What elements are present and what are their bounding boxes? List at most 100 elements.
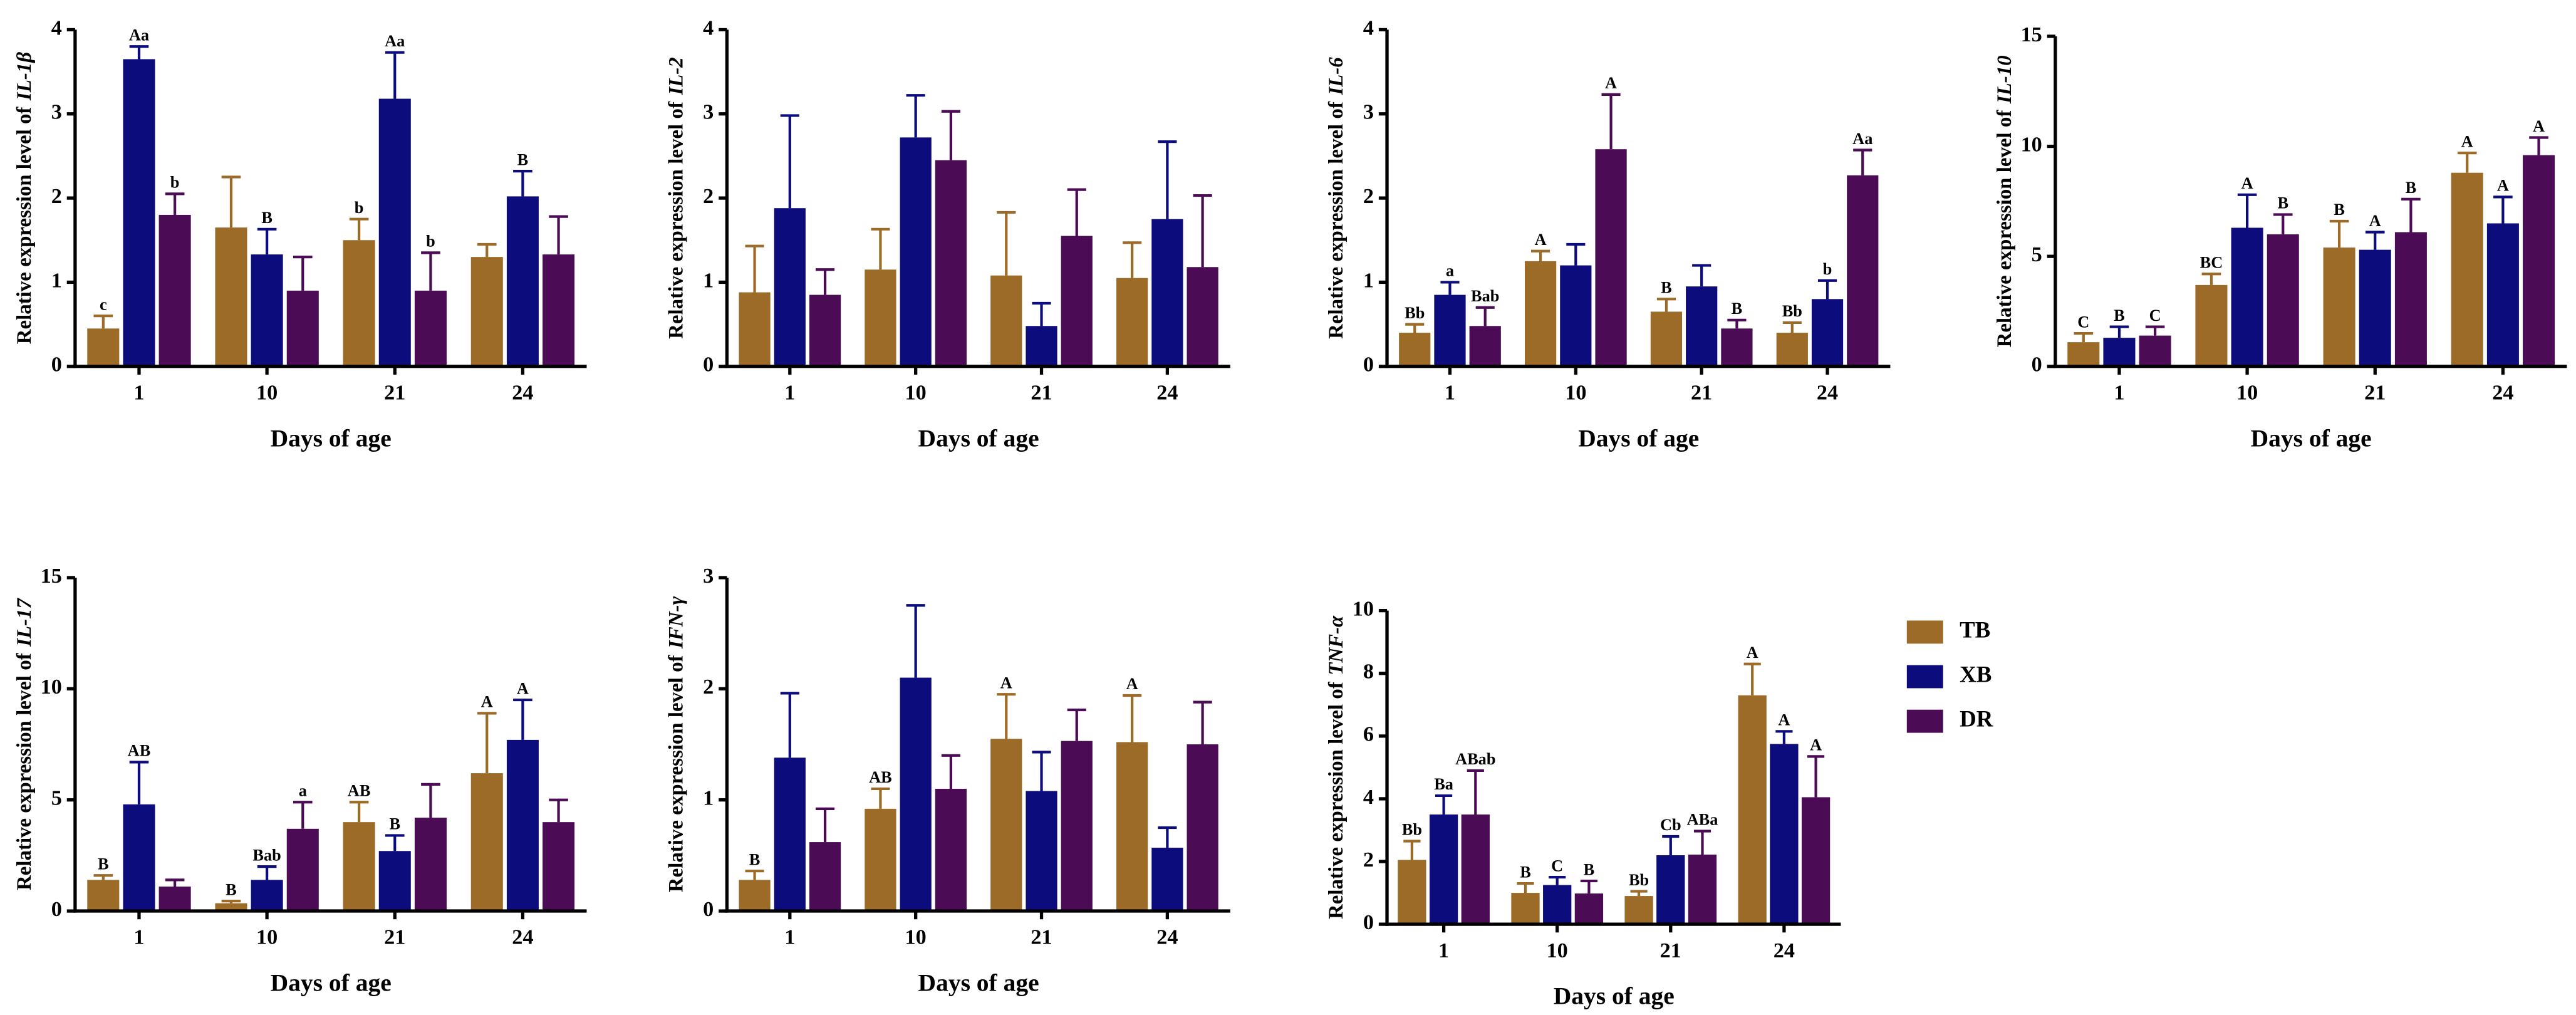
significance-label: b: [170, 174, 180, 192]
bar: [543, 822, 575, 912]
y-tick-label: 0: [1363, 910, 1374, 934]
bar: [1398, 860, 1426, 925]
y-tick-label: 1: [51, 268, 62, 292]
bar: [1151, 219, 1183, 367]
significance-label: AB: [348, 781, 371, 799]
bar: [1624, 896, 1653, 925]
bar: [1429, 814, 1458, 925]
y-axis-title: Relative expression level of IL-6: [1325, 57, 1348, 339]
significance-label: A: [1000, 674, 1012, 692]
legend-swatch: [1906, 665, 1943, 689]
significance-label: B: [2114, 306, 2125, 325]
bar: [865, 269, 896, 367]
x-tick-label: 1: [2114, 380, 2124, 404]
significance-label: b: [1823, 260, 1832, 278]
x-tick-label: 24: [1774, 939, 1795, 962]
y-tick-label: 1: [703, 786, 714, 810]
y-tick-label: 10: [1353, 596, 1374, 620]
legend-label: TB: [1960, 617, 1990, 642]
bar: [900, 137, 932, 367]
x-tick-label: 21: [384, 925, 405, 949]
x-tick-label: 24: [1817, 380, 1838, 404]
significance-label: Bb: [1405, 304, 1425, 322]
bar: [1688, 855, 1717, 925]
significance-label: a: [1446, 262, 1454, 280]
bar: [900, 677, 932, 912]
x-axis-title: Days of age: [918, 969, 1039, 997]
significance-label: B: [2406, 179, 2417, 197]
significance-label: C: [2149, 306, 2161, 325]
significance-label: c: [100, 295, 107, 313]
y-tick-label: 0: [2032, 353, 2042, 377]
y-tick-label: 15: [41, 564, 62, 588]
y-tick-label: 1: [1363, 268, 1374, 292]
x-tick-label: 24: [512, 925, 533, 949]
bar: [1656, 855, 1685, 925]
y-tick-label: 2: [1363, 184, 1374, 208]
bar: [251, 254, 283, 367]
bar: [1574, 893, 1604, 925]
bar: [87, 328, 120, 367]
x-tick-label: 21: [1031, 380, 1052, 404]
bar: [2486, 223, 2519, 367]
bar: [1399, 333, 1431, 367]
bar: [414, 818, 447, 912]
significance-label: B: [1584, 860, 1595, 878]
bar: [1650, 311, 1683, 367]
x-axis-title: Days of age: [1554, 982, 1675, 1010]
significance-label: Bb: [1402, 821, 1422, 839]
bar: [1770, 744, 1799, 925]
significance-label: a: [299, 781, 307, 799]
significance-label: Ba: [1434, 775, 1453, 793]
bar: [1116, 742, 1148, 912]
bar: [1187, 744, 1218, 912]
bar: [1811, 299, 1844, 367]
x-tick-label: 10: [256, 925, 278, 949]
y-tick-label: 2: [1363, 848, 1374, 872]
significance-label: Aa: [129, 26, 149, 44]
y-axis-title: Relative expression level of IL-10: [1993, 55, 2015, 347]
significance-label: B: [2334, 200, 2345, 219]
bar: [123, 59, 155, 367]
significance-label: B: [226, 880, 237, 898]
y-tick-label: 4: [1363, 16, 1374, 39]
bar: [215, 903, 247, 912]
legend-swatch: [1906, 709, 1943, 733]
significance-label: A: [2461, 132, 2473, 150]
y-tick-label: 2: [703, 184, 714, 208]
significance-label: B: [517, 150, 529, 169]
y-tick-label: 3: [1363, 100, 1374, 124]
bar: [87, 880, 120, 912]
bar: [2451, 172, 2483, 367]
x-tick-label: 21: [2364, 380, 2386, 404]
x-tick-label: 24: [1156, 380, 1178, 404]
y-tick-label: 4: [703, 16, 714, 39]
significance-label: Cb: [1660, 816, 1681, 834]
bar: [506, 739, 539, 912]
y-tick-label: 8: [1363, 660, 1374, 684]
significance-label: B: [261, 209, 273, 227]
bar: [865, 808, 896, 912]
bar: [1721, 328, 1753, 367]
significance-label: B: [1732, 299, 1743, 318]
gene-name: IL-17: [13, 597, 35, 647]
bar: [215, 227, 247, 367]
significance-label: AB: [128, 742, 151, 760]
significance-label: A: [1535, 231, 1547, 249]
significance-label: b: [355, 199, 364, 217]
y-tick-label: 3: [703, 564, 714, 588]
significance-label: b: [426, 232, 435, 251]
y-axis-title-text: Relative expression level of: [665, 654, 687, 892]
x-axis-title: Days of age: [271, 424, 392, 452]
y-axis-title: Relative expression level of TNF-α: [1325, 615, 1348, 919]
x-tick-label: 24: [1156, 925, 1178, 949]
x-axis-title: Days of age: [271, 969, 392, 997]
y-tick-label: 1: [703, 268, 714, 292]
significance-label: A: [517, 679, 529, 697]
y-axis-title: Relative expression level of IL-2: [665, 57, 687, 339]
bar: [470, 773, 503, 912]
significance-label: B: [98, 855, 109, 873]
significance-label: Aa: [1852, 130, 1872, 148]
significance-label: ABa: [1687, 811, 1718, 829]
bar: [1776, 333, 1808, 367]
